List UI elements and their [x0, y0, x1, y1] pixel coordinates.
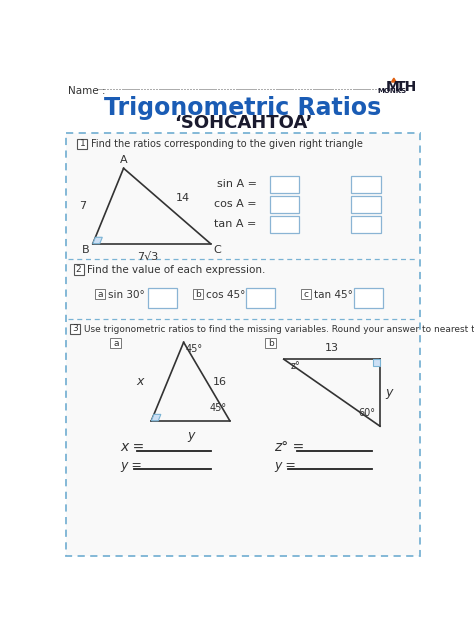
Text: MONKS: MONKS [377, 88, 406, 94]
Text: z° =: z° = [274, 440, 305, 454]
Text: 45°: 45° [210, 403, 227, 413]
Text: 16: 16 [213, 377, 227, 387]
Text: z°: z° [291, 362, 301, 371]
Text: Name :: Name : [68, 86, 106, 96]
Text: c: c [303, 289, 308, 299]
Text: x =: x = [120, 440, 145, 454]
Polygon shape [392, 78, 396, 82]
FancyBboxPatch shape [354, 288, 383, 308]
FancyBboxPatch shape [110, 337, 121, 348]
Text: cos A =: cos A = [214, 200, 257, 209]
Text: b: b [268, 339, 273, 348]
Text: C: C [213, 245, 220, 255]
Text: 13: 13 [325, 343, 338, 353]
Text: y =: y = [274, 459, 296, 471]
FancyBboxPatch shape [66, 133, 420, 556]
Text: a: a [113, 339, 118, 348]
Text: sin A =: sin A = [217, 179, 257, 190]
Text: b: b [195, 289, 201, 299]
FancyBboxPatch shape [270, 176, 299, 193]
Text: tan A =: tan A = [214, 219, 257, 229]
Text: Find the ratios corresponding to the given right triangle: Find the ratios corresponding to the giv… [91, 140, 363, 149]
FancyBboxPatch shape [148, 288, 177, 308]
Text: a: a [97, 289, 103, 299]
Text: 14: 14 [176, 193, 191, 203]
FancyBboxPatch shape [246, 288, 275, 308]
Text: ‘SOHCAHTOA’: ‘SOHCAHTOA’ [173, 114, 312, 132]
FancyBboxPatch shape [301, 289, 310, 299]
FancyBboxPatch shape [265, 337, 276, 348]
FancyBboxPatch shape [70, 324, 80, 334]
FancyBboxPatch shape [352, 216, 381, 233]
Text: Find the value of each expression.: Find the value of each expression. [87, 265, 266, 275]
Text: 60°: 60° [358, 408, 375, 418]
Text: x: x [136, 375, 144, 388]
FancyBboxPatch shape [95, 289, 105, 299]
Text: tan 45° =: tan 45° = [314, 289, 365, 300]
Text: y =: y = [120, 459, 142, 471]
Text: sin 30° =: sin 30° = [108, 289, 157, 300]
FancyBboxPatch shape [352, 196, 381, 213]
Text: 3: 3 [72, 324, 78, 333]
Text: M: M [385, 80, 399, 94]
FancyBboxPatch shape [77, 139, 87, 149]
Text: 2: 2 [76, 265, 82, 274]
FancyBboxPatch shape [270, 216, 299, 233]
Text: Use trigonometric ratios to find the missing variables. Round your answer to nea: Use trigonometric ratios to find the mis… [83, 325, 474, 334]
Text: cos 45° =: cos 45° = [206, 289, 257, 300]
FancyBboxPatch shape [270, 196, 299, 213]
Text: A: A [120, 155, 128, 165]
FancyBboxPatch shape [193, 289, 203, 299]
Text: 45°: 45° [186, 344, 203, 353]
FancyBboxPatch shape [352, 176, 381, 193]
Polygon shape [373, 359, 380, 366]
Polygon shape [93, 237, 102, 244]
Text: y: y [385, 386, 393, 399]
Text: 1: 1 [80, 140, 85, 149]
Text: TH: TH [396, 80, 418, 94]
Text: B: B [82, 245, 90, 255]
Polygon shape [151, 415, 161, 421]
Text: 7√3: 7√3 [137, 252, 158, 262]
Text: Trigonometric Ratios: Trigonometric Ratios [104, 96, 382, 120]
FancyBboxPatch shape [73, 264, 83, 274]
Text: 7: 7 [80, 201, 87, 211]
Text: y: y [187, 428, 194, 442]
